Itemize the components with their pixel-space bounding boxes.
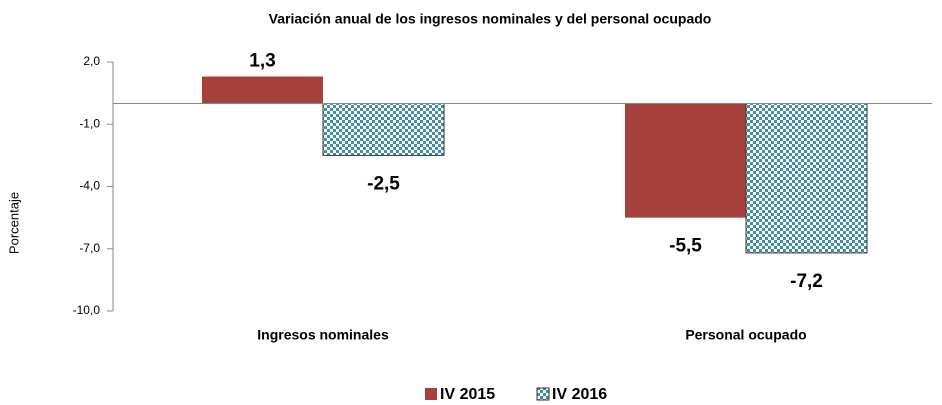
y-tick-label: 2,0	[83, 54, 100, 68]
chart-title: Variación anual de los ingresos nominale…	[269, 11, 712, 27]
bar	[202, 76, 323, 104]
x-tick-label: Personal ocupado	[685, 327, 806, 343]
legend-swatch	[536, 387, 550, 401]
value-label: -2,5	[367, 173, 400, 194]
value-label: 1,3	[249, 51, 275, 72]
bar	[625, 103, 746, 218]
legend-label: IV 2016	[552, 386, 607, 403]
y-axis-label: Porcentaje	[6, 192, 21, 254]
y-tick-label: -10,0	[73, 303, 101, 317]
legend-swatch	[425, 388, 437, 400]
legend-label: IV 2015	[440, 386, 495, 403]
y-tick-label: -4,0	[79, 179, 100, 193]
bar	[322, 103, 445, 156]
value-label: -7,2	[790, 271, 823, 292]
value-label: -5,5	[669, 236, 702, 257]
y-tick-label: -1,0	[79, 116, 100, 130]
y-tick-label: -7,0	[79, 241, 100, 255]
x-tick-label: Ingresos nominales	[257, 327, 389, 343]
bar	[745, 103, 868, 254]
